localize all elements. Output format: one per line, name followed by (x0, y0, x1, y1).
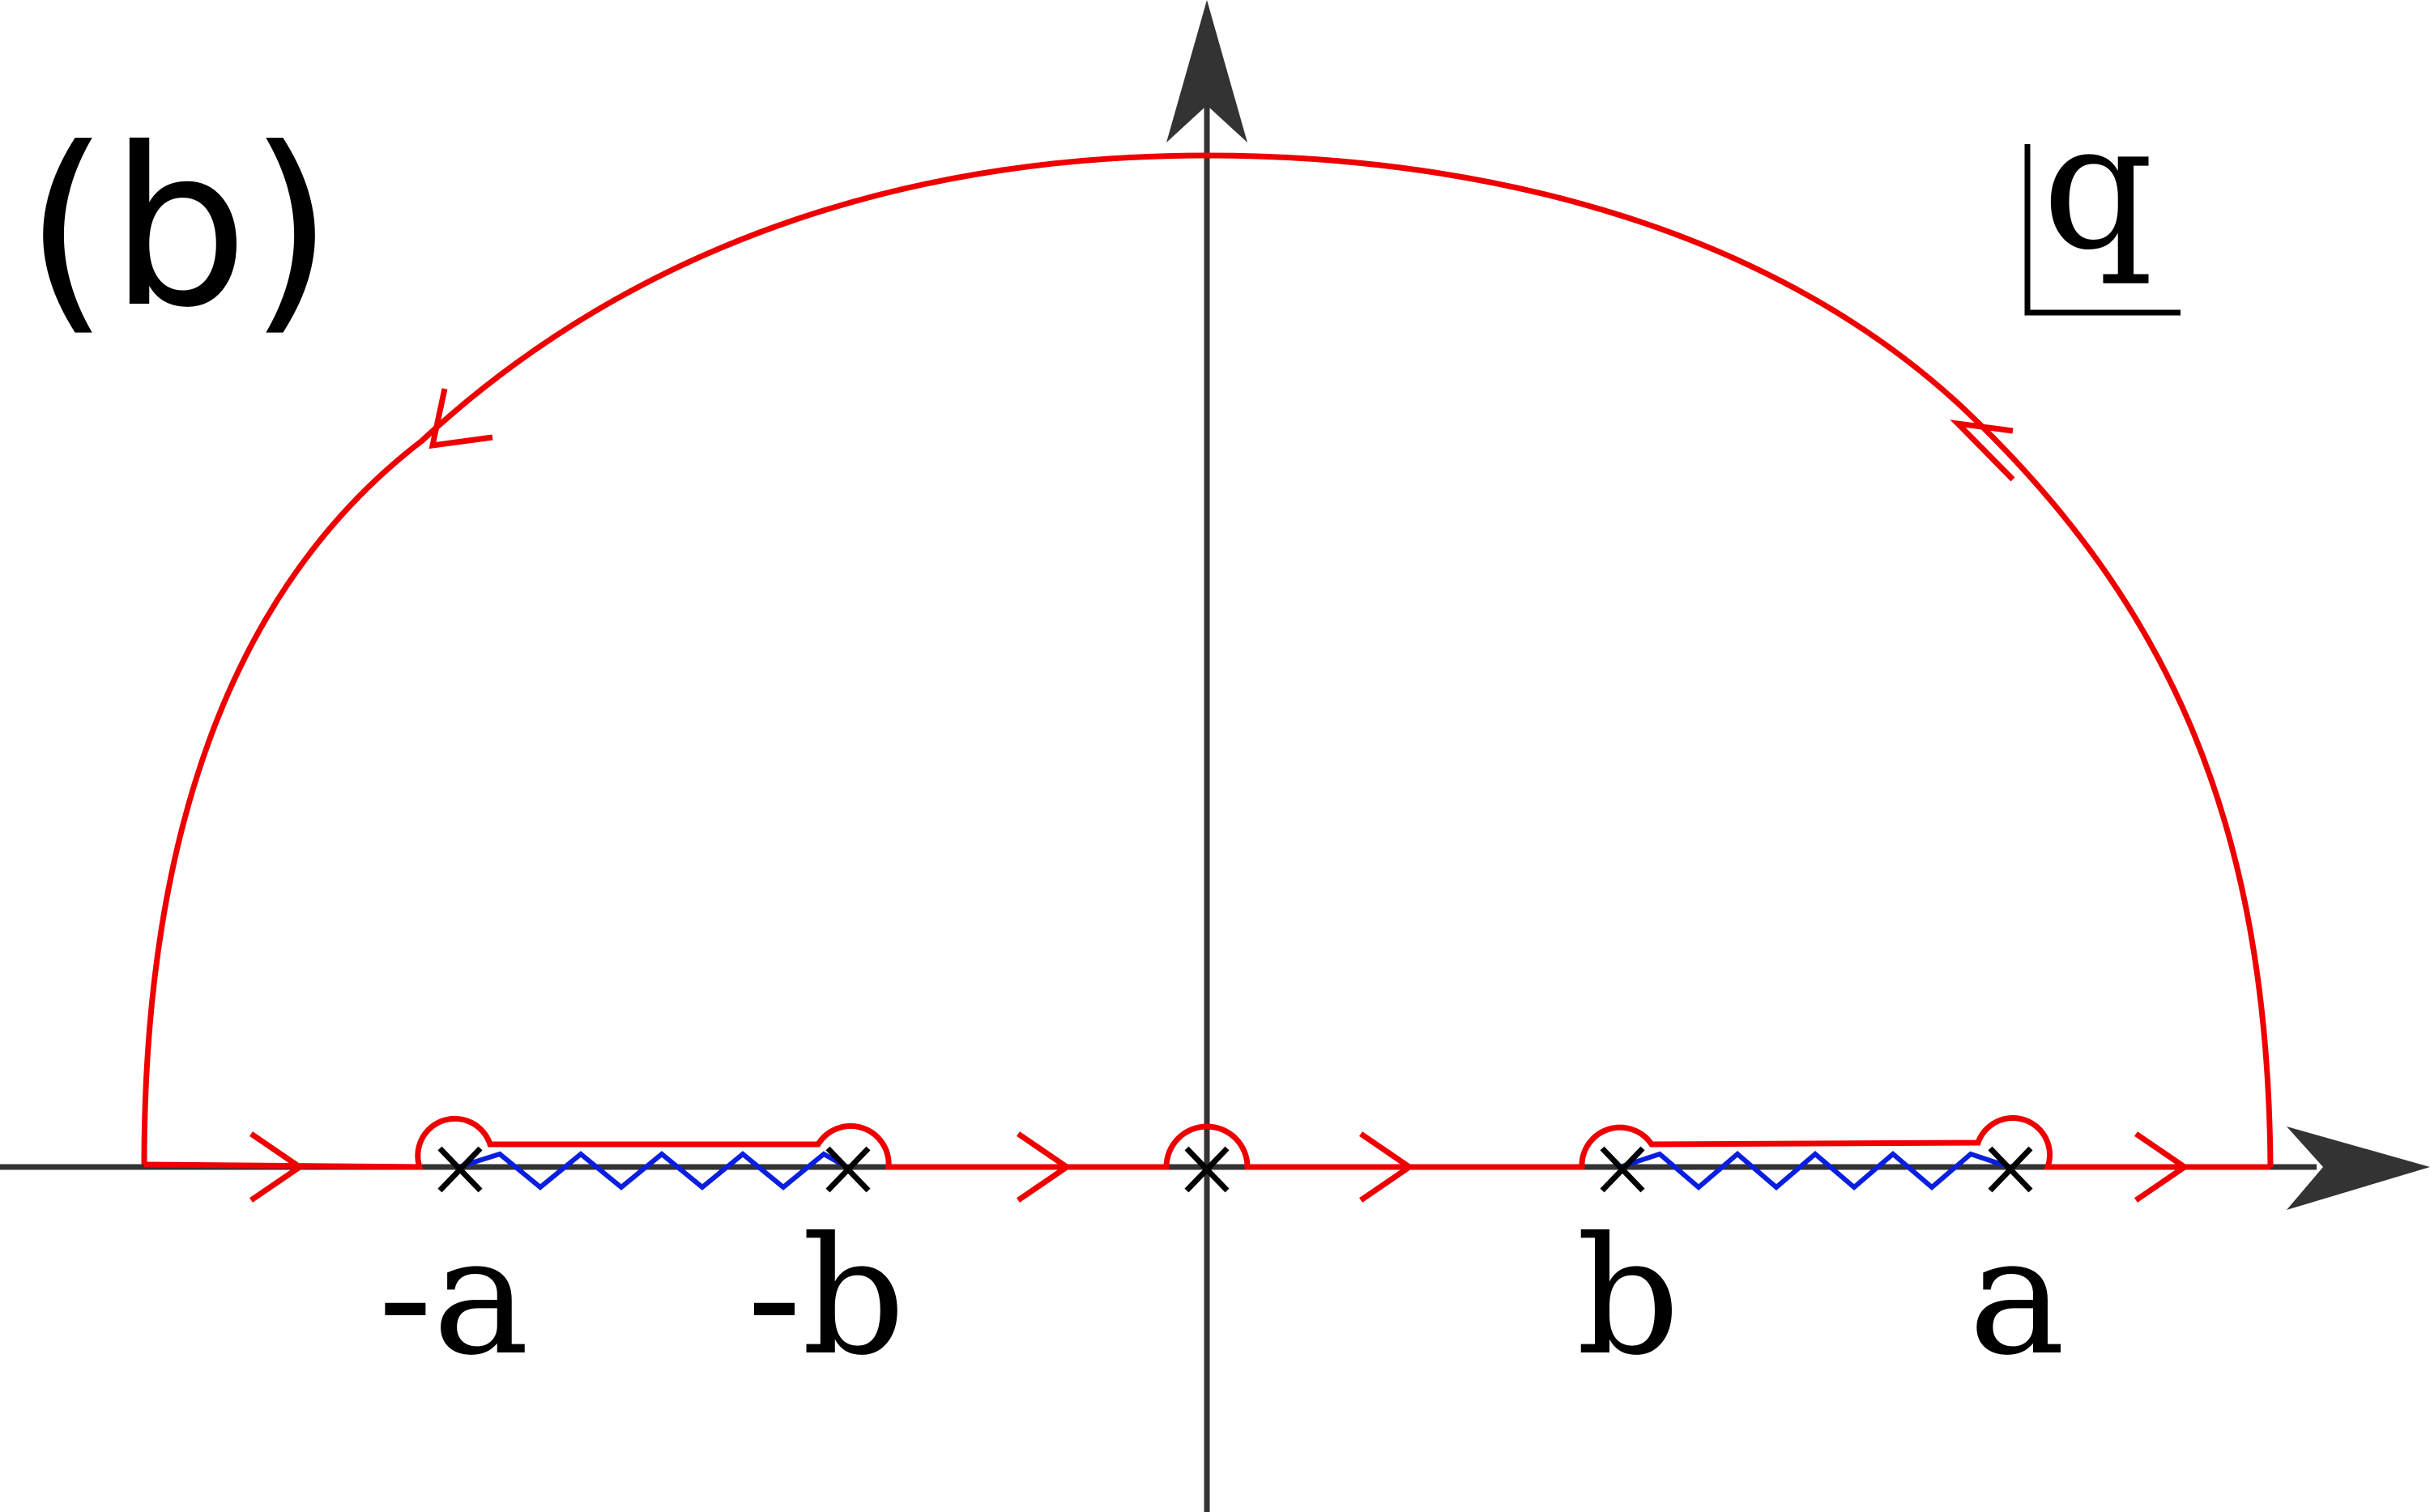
plane-label: q (2042, 85, 2154, 288)
label-pos-b: b (1576, 1203, 1680, 1391)
contour-along-real-axis (143, 1114, 2270, 1170)
arrow-real-axis-1 (249, 1131, 305, 1203)
arrow-arc-upper-left (428, 388, 493, 449)
plane-label-corner (2024, 144, 2181, 316)
label-pos-a: a (1968, 1203, 2065, 1391)
point-labels: -a -b b a (378, 1203, 2066, 1391)
branch-cut-left (458, 1151, 848, 1190)
singularity-markers (437, 1146, 2033, 1193)
cross-neg-a (437, 1146, 483, 1193)
large-semicircle-arc (141, 152, 2274, 1168)
panel-label: (b) (24, 100, 334, 356)
plane-label-group: q (2024, 85, 2181, 316)
arrow-arc-upper-right (1950, 420, 2015, 482)
cross-pos-a (1988, 1146, 2033, 1193)
branch-cut-right (1619, 1151, 2010, 1190)
arrow-real-axis-4 (2134, 1131, 2190, 1203)
imaginary-axis-arrowhead (1166, 0, 1247, 143)
arrow-real-axis-2 (1017, 1131, 1072, 1203)
cross-pos-b (1600, 1146, 1645, 1193)
label-neg-a: -a (378, 1203, 530, 1391)
real-axis-arrowhead (2287, 1127, 2430, 1210)
integration-contour (141, 152, 2274, 1170)
arrow-real-axis-3 (1359, 1131, 1415, 1203)
cross-neg-b (825, 1146, 871, 1193)
cross-origin (1184, 1146, 1230, 1193)
label-neg-b: -b (747, 1203, 906, 1391)
contour-direction-arrows (249, 388, 2190, 1203)
branch-cuts (458, 1151, 2010, 1190)
